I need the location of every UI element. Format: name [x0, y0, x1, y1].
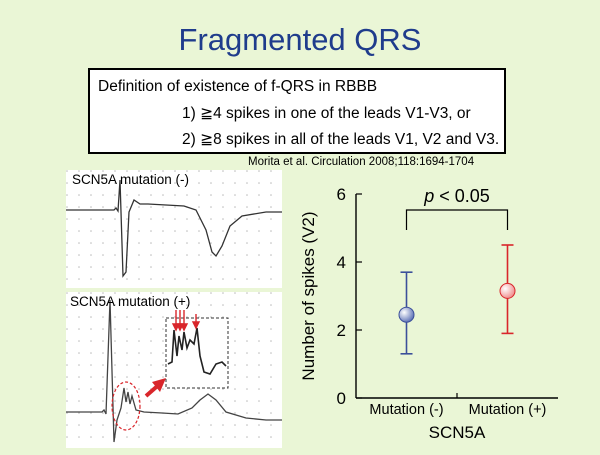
- x-axis-label: SCN5A: [429, 423, 486, 442]
- data-point: [398, 306, 415, 323]
- significance-label: p < 0.05: [423, 186, 490, 206]
- data-point: [499, 282, 516, 299]
- y-tick-label: 2: [337, 321, 346, 340]
- ecg-panel-mutation-negative: SCN5A mutation (-): [66, 170, 282, 288]
- ecg-label-positive: SCN5A mutation (+): [70, 294, 191, 309]
- y-axis-label: Number of spikes (V2): [299, 211, 318, 380]
- definition-box: Definition of existence of f-QRS in RBBB…: [88, 68, 506, 154]
- spikes-chart: 0 2 4 6 Mutation (-) Mutation (+) SCN5A Number …: [290, 178, 590, 450]
- significance-bracket: [405, 209, 509, 230]
- y-tick-label: 4: [337, 253, 346, 272]
- page-title: Fragmented QRS: [178, 22, 422, 57]
- definition-criterion-2: 2) ≧8 spikes in all of the leads V1, V2 …: [182, 131, 500, 148]
- spike-arrows: [171, 310, 201, 332]
- x-tick-label: Mutation (+): [469, 402, 547, 418]
- zoom-arrow-head: [152, 378, 166, 392]
- ecg-trace-negative: [66, 170, 282, 288]
- ecg-panel-mutation-positive: SCN5A mutation (+): [66, 292, 282, 448]
- y-tick-label: 0: [337, 389, 346, 408]
- highlight-circle: [111, 381, 141, 431]
- y-tick-label: 6: [337, 185, 346, 204]
- x-tick-label: Mutation (-): [369, 402, 443, 418]
- spikes-chart-svg: 0 2 4 6 Mutation (-) Mutation (+) SCN5A Number …: [299, 185, 558, 442]
- definition-criterion-1: 1) ≧4 spikes in one of the leads V1-V3, …: [182, 105, 471, 122]
- definition-heading: Definition of existence of f-QRS in RBBB: [98, 78, 378, 95]
- ecg-label-negative: SCN5A mutation (-): [72, 172, 190, 187]
- citation: Morita et al. Circulation 2008;118:1694-…: [248, 156, 475, 168]
- ecg-trace-positive: [66, 292, 282, 448]
